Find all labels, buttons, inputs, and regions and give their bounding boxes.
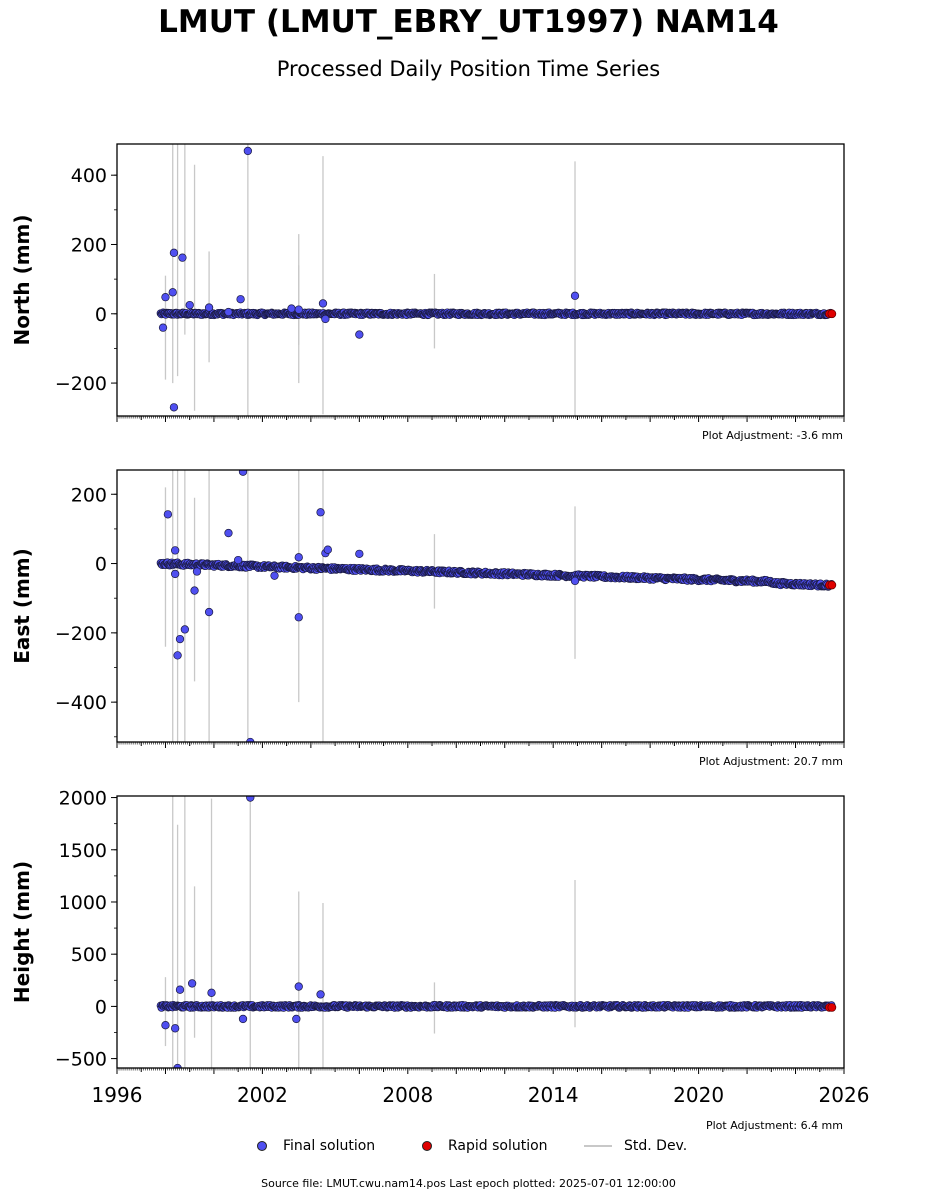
y-tick-label: −400 <box>55 692 107 714</box>
final-solution-point <box>243 146 253 156</box>
final-solution-point <box>169 248 179 257</box>
final-solution-point <box>321 314 330 324</box>
final-solution-series <box>156 470 836 742</box>
final-solution-series <box>156 796 836 1068</box>
y-axis-label: North (mm) <box>10 214 34 345</box>
final-solution-point <box>171 1024 180 1033</box>
final-solution-point <box>187 979 197 988</box>
legend-stddev: Std. Dev. <box>584 1138 687 1154</box>
final-solution-point <box>192 567 202 576</box>
x-tick-label: 1996 <box>92 1083 143 1107</box>
adjustment-height: Plot Adjustment: 6.4 mm <box>705 1119 843 1132</box>
final-solution-point <box>294 553 303 562</box>
rapid-marker-icon <box>422 1141 432 1151</box>
final-solution-point <box>236 295 245 304</box>
legend: Final solution Rapid solution Std. Dev. <box>0 1138 937 1158</box>
final-solution-point <box>318 299 328 308</box>
final-solution-point <box>355 549 364 559</box>
x-tick-label: 2026 <box>819 1083 870 1107</box>
final-solution-point <box>169 403 179 412</box>
final-solution-point <box>224 528 233 538</box>
final-solution-point <box>323 545 332 554</box>
y-tick-label: 0 <box>95 996 107 1018</box>
y-tick-label: 0 <box>95 304 107 326</box>
rapid-solution-point <box>827 1003 837 1012</box>
final-solution-point <box>246 796 255 802</box>
final-solution-point <box>292 1014 301 1024</box>
final-solution-point <box>163 510 173 519</box>
final-solution-point <box>207 988 216 997</box>
x-tick-label: 2002 <box>237 1083 288 1107</box>
adjustment-north: Plot Adjustment: -3.6 mm <box>702 429 843 442</box>
source-footer: Source file: LMUT.cwu.nam14.pos Last epo… <box>261 1177 676 1190</box>
rapid-solution-point <box>827 580 837 590</box>
final-solution-point <box>246 737 255 742</box>
axes-frame <box>116 143 845 417</box>
chart-subtitle: Processed Daily Position Time Series <box>276 57 661 81</box>
x-tick-label: 2008 <box>382 1083 433 1107</box>
final-marker-icon <box>257 1141 267 1151</box>
final-solution-series <box>156 146 836 412</box>
final-solution-point <box>204 303 214 312</box>
y-tick-label: 1000 <box>59 892 107 914</box>
chart-title: LMUT (LMUT_EBRY_UT1997) NAM14 <box>158 4 779 40</box>
final-solution-point <box>204 607 214 617</box>
legend-final: Final solution <box>257 1138 375 1154</box>
y-tick-label: 500 <box>71 944 107 966</box>
final-solution-point <box>270 571 279 580</box>
x-tick-label: 2014 <box>528 1083 579 1107</box>
final-solution-point <box>158 323 168 332</box>
y-tick-label: −500 <box>55 1049 107 1071</box>
final-solution-point <box>171 569 180 579</box>
final-solution-point <box>570 576 580 586</box>
legend-rapid: Rapid solution <box>422 1138 548 1154</box>
final-solution-point <box>287 304 296 313</box>
final-solution-point <box>294 982 303 991</box>
final-solution-point <box>234 555 243 565</box>
y-tick-label: 2000 <box>59 788 107 810</box>
legend-rapid-label: Rapid solution <box>448 1138 548 1154</box>
final-solution-point <box>173 651 182 660</box>
final-solution-point <box>178 253 187 262</box>
final-solution-point <box>294 613 303 622</box>
y-tick-label: 400 <box>71 165 107 187</box>
y-tick-label: 1500 <box>59 840 107 862</box>
final-solution-point <box>224 307 233 317</box>
y-axis-label: East (mm) <box>10 548 34 664</box>
final-solution-point <box>168 288 177 297</box>
final-solution-point <box>294 305 303 314</box>
final-solution-point <box>185 300 194 310</box>
final-solution-point <box>238 470 248 476</box>
axes-frame <box>116 795 845 1069</box>
y-tick-label: −200 <box>55 373 107 395</box>
final-solution-point <box>238 1014 248 1024</box>
final-solution-point <box>161 293 170 302</box>
x-tick-label: 2020 <box>673 1083 724 1107</box>
legend-stddev-label: Std. Dev. <box>624 1138 688 1154</box>
final-solution-point <box>175 634 185 644</box>
y-tick-label: 0 <box>95 554 107 576</box>
y-tick-label: 200 <box>71 234 107 256</box>
legend-final-label: Final solution <box>283 1138 376 1154</box>
final-solution-point <box>190 586 199 595</box>
final-solution-point <box>316 508 325 517</box>
adjustment-east: Plot Adjustment: 20.7 mm <box>698 755 843 768</box>
final-solution-point <box>570 291 580 300</box>
axes-frame <box>116 469 845 743</box>
stddev-line-icon <box>584 1145 612 1147</box>
y-axis-label: Height (mm) <box>10 861 34 1003</box>
final-solution-point <box>175 985 185 994</box>
final-solution-point <box>180 625 190 634</box>
final-solution-point <box>171 546 180 555</box>
final-solution-point <box>161 1021 170 1030</box>
rapid-solution-point <box>827 309 837 319</box>
final-solution-point <box>355 330 364 339</box>
y-tick-label: 200 <box>71 484 107 506</box>
final-solution-point <box>316 990 325 999</box>
y-tick-label: −200 <box>55 623 107 645</box>
